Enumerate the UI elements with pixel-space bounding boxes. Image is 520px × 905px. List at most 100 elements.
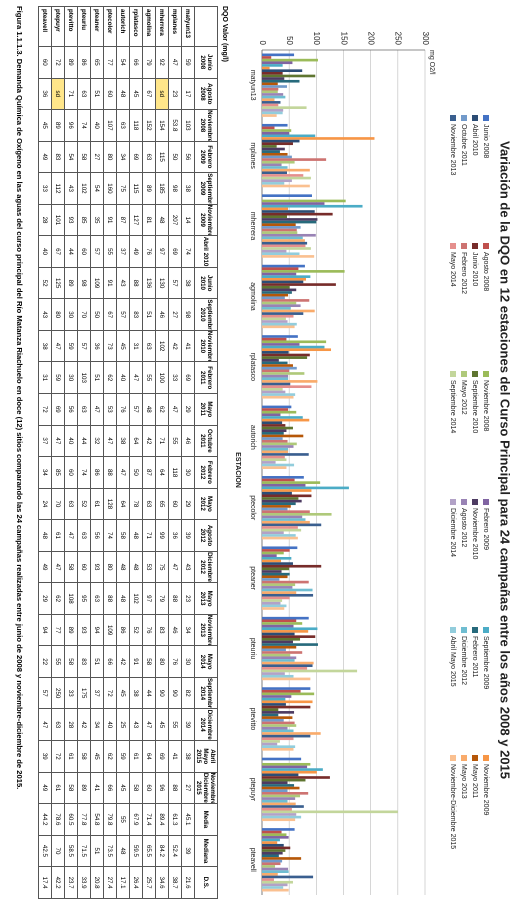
bar [262, 377, 289, 381]
bar [262, 361, 288, 365]
bar [262, 664, 313, 668]
value-cell: 185 [155, 172, 169, 205]
bar [262, 651, 303, 654]
stat-cell: 70 [51, 835, 65, 867]
bar [261, 85, 287, 88]
value-cell: 88 [129, 267, 143, 299]
value-cell: 57 [38, 677, 52, 709]
bar [262, 207, 289, 211]
legend-label: Octubre 2011 [460, 124, 467, 166]
legend-swatch [450, 627, 456, 633]
value-cell: 103 [181, 109, 195, 142]
value-cell: 57 [90, 235, 104, 268]
y-tick-label: 100 [312, 32, 321, 46]
bar [262, 98, 275, 102]
value-cell: 88 [168, 582, 182, 615]
value-cell: 83 [129, 298, 143, 331]
value-cell: 93 [77, 614, 91, 646]
header-cell: Agosto 2008 [194, 78, 218, 110]
bar [261, 337, 287, 341]
value-cell: 44 [77, 425, 91, 457]
value-cell: 51 [142, 298, 156, 331]
bar [262, 762, 311, 766]
value-cell: 49 [38, 551, 52, 583]
table-row: pteaner 65 51 40 27 54 35 57 109 50 36 51 47 32 86 61 56… [90, 6, 104, 899]
legend-swatch [472, 627, 478, 633]
value-cell: 89 [51, 109, 65, 142]
missing-cell: sd [51, 78, 65, 110]
value-cell: 40 [38, 235, 52, 268]
bar [261, 802, 296, 806]
bar [262, 851, 283, 855]
value-cell: 67 [103, 298, 117, 331]
bar [262, 828, 295, 831]
bar [261, 194, 312, 197]
x-tick-label: agmolina [249, 282, 256, 311]
bar [262, 476, 304, 479]
bar [262, 166, 288, 169]
value-cell: 65 [90, 46, 104, 79]
bar [262, 343, 300, 346]
bar [262, 369, 290, 373]
value-cell: 27 [168, 298, 182, 331]
bar [262, 593, 314, 597]
bar [262, 878, 274, 881]
value-cell: 47 [129, 361, 143, 394]
bar [261, 461, 276, 464]
caption: Figura 1.1.1.3. Demanda Química de Oxíge… [15, 6, 24, 790]
value-cell: 32 [90, 425, 104, 457]
y-tick-label: 50 [285, 36, 294, 45]
stat-cell: 42.2 [51, 866, 65, 899]
bar [262, 875, 314, 879]
value-cell: 48 [116, 78, 130, 110]
bar [262, 453, 309, 456]
value-cell: 66 [103, 772, 117, 804]
bar [262, 526, 298, 529]
table-row: agmolina 79 67 152 63 89 81 76 136 51 63 55 48 42 87 63… [142, 6, 156, 899]
bar [262, 784, 295, 787]
value-cell: 79 [142, 46, 156, 79]
bar [261, 223, 296, 227]
bar [262, 705, 311, 709]
x-tick-label: ptecolor [249, 495, 256, 521]
bar [261, 689, 301, 693]
value-cell: 69 [168, 235, 182, 268]
bar [262, 596, 290, 600]
bar [261, 215, 287, 219]
value-cell: 47 [103, 425, 117, 457]
value-cell: 136 [142, 267, 156, 299]
bar [262, 236, 303, 240]
value-cell: 17 [181, 78, 195, 110]
stat-cell: 55 [116, 803, 130, 836]
header-cell: Noviembre 2010 [194, 330, 218, 362]
value-cell: 154 [155, 109, 169, 142]
bar [262, 358, 279, 362]
value-cell: 91 [103, 204, 117, 236]
bar [261, 176, 311, 180]
bar [261, 564, 322, 568]
bar [262, 859, 283, 863]
legend-label: Septiembre 2010 [471, 380, 478, 433]
stat-cell: 78.6 [51, 803, 65, 836]
bar [261, 554, 277, 557]
bar [262, 607, 285, 610]
bar [262, 718, 284, 722]
bar [262, 174, 304, 177]
value-cell: 88 [103, 582, 117, 615]
value-cell: 115 [129, 172, 143, 205]
bar [262, 692, 315, 696]
value-cell: 52 [38, 267, 52, 299]
value-cell: 51 [90, 361, 104, 394]
table-row: ptecolor 77 60 107 80 160 91 55 91 67 73 62 53 47 88 12… [103, 6, 117, 899]
bar [261, 171, 287, 175]
bar [262, 285, 290, 289]
value-cell: 43 [129, 708, 143, 741]
stat-cell: 67.9 [129, 803, 143, 836]
value-cell: 71 [64, 78, 78, 110]
station-cell: ptevitto [64, 6, 78, 47]
value-cell: 49 [38, 772, 52, 804]
bar [261, 272, 297, 276]
table-row: pteuriu 86 63 74 58 102 85 60 98 70 57 103 63 44 74 52 6… [77, 6, 91, 899]
value-cell: 53 [103, 393, 117, 426]
table-title: DQO Valor (mg/l) [221, 6, 228, 63]
